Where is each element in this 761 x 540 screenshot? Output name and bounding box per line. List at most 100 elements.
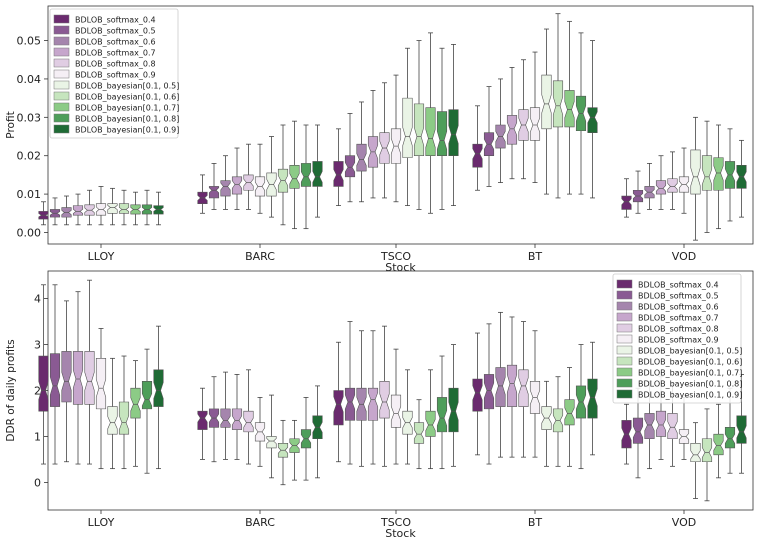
legend-box xyxy=(612,273,742,404)
box-lloy xyxy=(61,351,72,403)
box-lloy xyxy=(107,203,118,214)
box-tsco xyxy=(413,422,425,444)
legend-label: BDLOB_bayesian[0.1, 0.6] xyxy=(75,93,179,102)
box-lloy xyxy=(72,205,84,216)
legend-swatch xyxy=(53,47,70,57)
legend-swatch xyxy=(616,312,633,322)
box-vod xyxy=(724,426,736,449)
x-tick-label: BT xyxy=(528,516,543,529)
box-tsco xyxy=(333,390,344,426)
y-tick-label: 0 xyxy=(34,476,41,489)
box-tsco xyxy=(436,397,448,433)
box-tsco xyxy=(390,394,402,428)
legend-swatch xyxy=(53,124,70,134)
box-vod xyxy=(621,195,632,210)
legend-label: BDLOB_softmax_0.4 xyxy=(75,16,156,25)
legend-label: BDLOB_softmax_0.6 xyxy=(638,303,719,312)
box-vod xyxy=(655,410,667,437)
legend-label: BDLOB_bayesian[0.1, 0.8] xyxy=(75,115,179,124)
legend-label: BDLOB_bayesian[0.1, 0.9] xyxy=(75,126,179,135)
x-axis-label: Stock xyxy=(385,261,416,274)
box-bt xyxy=(587,107,598,133)
box-barc xyxy=(197,410,208,430)
box-vod xyxy=(701,155,713,191)
box-barc xyxy=(300,163,312,187)
box-tsco xyxy=(413,103,425,157)
legend-label: BDLOB_softmax_0.7 xyxy=(75,49,156,58)
box-vod xyxy=(690,149,701,195)
legend-label: BDLOB_bayesian[0.1, 0.8] xyxy=(638,380,742,389)
box-tsco xyxy=(425,410,436,437)
box-barc xyxy=(243,410,254,433)
box-barc xyxy=(208,186,220,199)
x-tick-label: VOD xyxy=(672,516,696,529)
box-lloy xyxy=(107,406,118,435)
box-lloy xyxy=(95,358,107,410)
box-bt xyxy=(506,115,518,145)
x-tick-label: BARC xyxy=(245,250,275,263)
legend-label: BDLOB_softmax_0.5 xyxy=(75,27,156,36)
box-tsco xyxy=(436,111,448,157)
box-tsco xyxy=(402,97,413,158)
box-lloy xyxy=(118,401,130,435)
box-lloy xyxy=(84,351,95,405)
box-bt xyxy=(541,74,552,130)
box-lloy xyxy=(153,369,164,407)
x-axis-label: Stock xyxy=(385,527,416,540)
y-tick-label: 2 xyxy=(34,385,41,398)
axes-frame xyxy=(47,5,754,245)
x-tick-label: BT xyxy=(528,250,543,263)
box-vod xyxy=(632,417,644,444)
legend-label: BDLOB_softmax_0.9 xyxy=(75,71,156,80)
box-tsco xyxy=(448,387,459,433)
box-bt xyxy=(495,367,506,407)
legend-swatch xyxy=(53,36,70,46)
box-tsco xyxy=(333,161,344,187)
box-bt xyxy=(564,90,575,128)
box-vod xyxy=(667,413,678,440)
box-vod xyxy=(690,443,701,463)
x-tick-label: LLOY xyxy=(88,250,115,263)
box-bt xyxy=(552,80,564,128)
x-tick-label: TSCO xyxy=(380,250,411,263)
legend-swatch xyxy=(616,290,633,300)
legend-label: BDLOB_softmax_0.8 xyxy=(75,60,156,69)
legend-label: BDLOB_bayesian[0.1, 0.6] xyxy=(638,358,742,367)
box-tsco xyxy=(344,387,356,421)
legend-label: BDLOB_bayesian[0.1, 0.7] xyxy=(638,369,742,378)
box-barc xyxy=(266,436,277,449)
legend-label: BDLOB_bayesian[0.1, 0.5] xyxy=(75,82,179,91)
box-lloy xyxy=(72,351,84,405)
box-vod xyxy=(736,415,747,444)
box-barc xyxy=(220,180,231,197)
y-tick-label: 1 xyxy=(34,430,41,443)
profit-boxplot-panel: 0.00 0.01 0.02 0.03 0.04 0.05 Profit LLOY BARC TS… xyxy=(5,5,754,274)
legend-swatch xyxy=(53,14,70,24)
box-barc xyxy=(289,165,300,189)
y-tick-label: 4 xyxy=(34,293,41,306)
box-bt xyxy=(518,369,529,407)
box-barc xyxy=(231,408,243,430)
box-bt xyxy=(472,378,483,412)
y-tick-label: 0.05 xyxy=(17,35,42,48)
box-tsco xyxy=(379,381,390,419)
box-bt xyxy=(529,107,541,141)
legend-label: BDLOB_bayesian[0.1, 0.7] xyxy=(75,104,179,113)
y-tick-label: 0.02 xyxy=(17,150,42,163)
box-barc xyxy=(312,161,323,187)
box-lloy xyxy=(130,387,141,419)
y-tick-label: 3 xyxy=(34,339,41,352)
legend-label: BDLOB_bayesian[0.1, 0.5] xyxy=(638,347,742,356)
x-tick-label: LLOY xyxy=(88,516,115,529)
box-vod xyxy=(667,178,678,193)
y-axis-label: Profit xyxy=(5,111,17,138)
x-tick-label: BARC xyxy=(245,516,275,529)
box-bt xyxy=(483,374,495,410)
legend-swatch xyxy=(616,356,633,366)
box-vod xyxy=(655,180,667,195)
legend-swatch xyxy=(616,279,633,289)
box-vod xyxy=(644,413,655,440)
box-tsco xyxy=(425,107,436,157)
legend-swatch xyxy=(53,91,70,101)
